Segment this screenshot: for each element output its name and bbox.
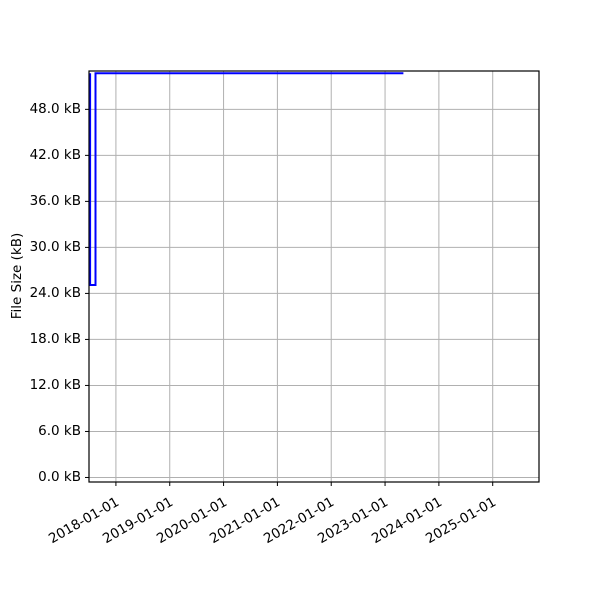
y-tick-label: 18.0 kB xyxy=(29,331,81,348)
y-tick-label: 36.0 kB xyxy=(29,193,81,210)
y-tick-label: 48.0 kB xyxy=(29,101,81,118)
y-tick-label: 42.0 kB xyxy=(29,147,81,164)
series-line-file-size xyxy=(89,72,404,286)
y-axis-label: File Size (kB) xyxy=(9,232,25,320)
axes-spines xyxy=(88,70,540,483)
y-tick-label: 12.0 kB xyxy=(29,377,81,394)
y-tick-label: 0.0 kB xyxy=(38,469,81,486)
y-tick-label: 24.0 kB xyxy=(29,285,81,302)
y-tick-label: 30.0 kB xyxy=(29,239,81,256)
y-tick-label: 6.0 kB xyxy=(38,423,81,440)
